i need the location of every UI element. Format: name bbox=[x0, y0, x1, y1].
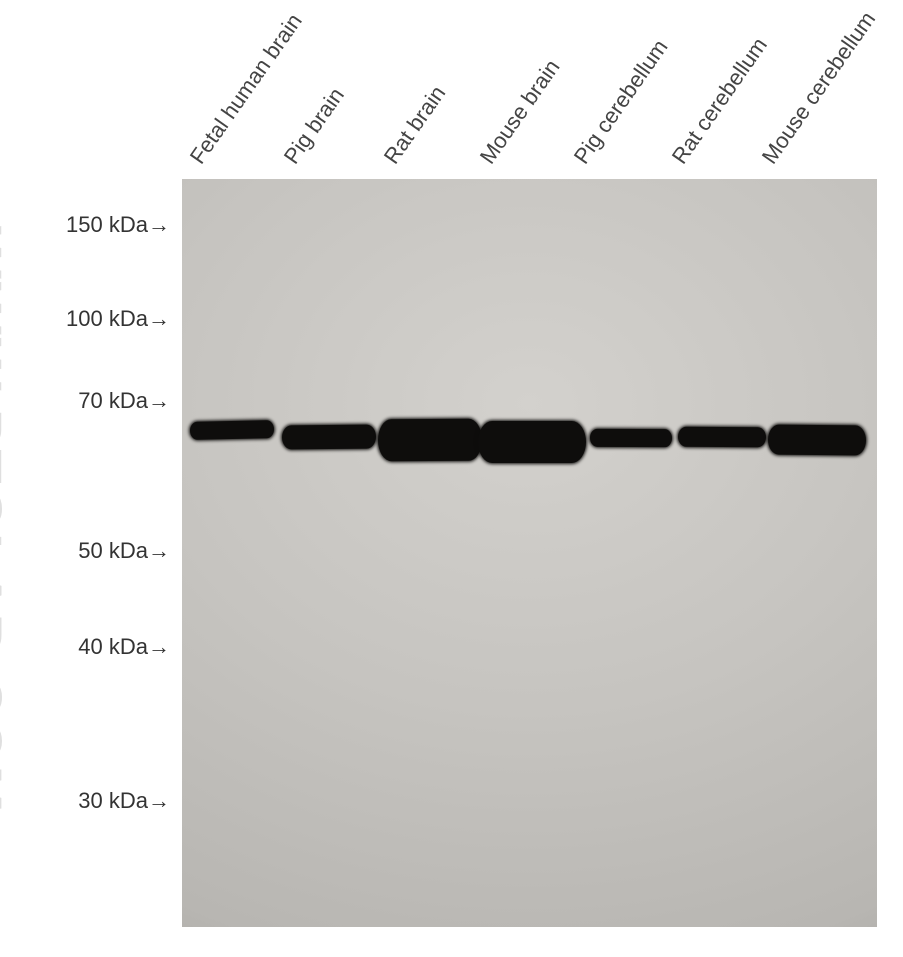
mw-marker-label: 40 kDa→ bbox=[78, 634, 170, 660]
marker-labels-container: 150 kDa→ 100 kDa→ 70 kDa→ 50 kDa→ 40 kDa→ 30 … bbox=[0, 175, 170, 925]
western-blot-figure: Fetal human brainPig brainRat brainMouse… bbox=[0, 0, 903, 957]
mw-marker-label: 100 kDa→ bbox=[66, 306, 170, 332]
blot-band bbox=[678, 427, 766, 448]
blot-band bbox=[478, 421, 586, 463]
blot-band bbox=[768, 424, 866, 455]
lane-label: Mouse brain bbox=[475, 55, 566, 169]
lane-label: Rat brain bbox=[379, 81, 452, 169]
lane-label: Rat cerebellum bbox=[667, 33, 773, 169]
lane-labels-container: Fetal human brainPig brainRat brainMouse… bbox=[182, 0, 877, 175]
lane-label: Pig cerebellum bbox=[569, 35, 674, 169]
blot-membrane bbox=[182, 179, 877, 927]
blot-band bbox=[190, 420, 274, 440]
blot-band bbox=[590, 429, 672, 447]
mw-marker-label: 30 kDa→ bbox=[78, 788, 170, 814]
mw-marker-label: 70 kDa→ bbox=[78, 388, 170, 414]
mw-marker-label: 50 kDa→ bbox=[78, 538, 170, 564]
lane-label: Mouse cerebellum bbox=[757, 7, 881, 169]
blot-band bbox=[282, 425, 376, 450]
lane-label: Pig brain bbox=[279, 83, 350, 169]
mw-marker-label: 150 kDa→ bbox=[66, 212, 170, 238]
blot-band bbox=[378, 419, 482, 462]
blot-background bbox=[182, 179, 877, 927]
